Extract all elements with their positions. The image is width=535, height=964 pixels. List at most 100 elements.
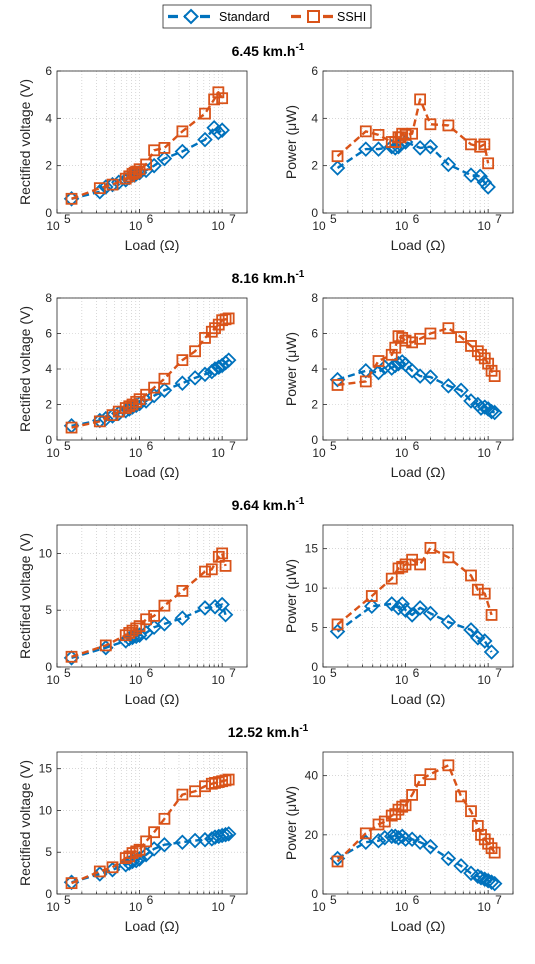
data-point-standard [387,828,404,845]
y-tick-label: 0 [45,660,52,674]
x-tick-label: 10 [312,673,326,687]
data-point-sshi [331,855,344,868]
x-tick-label: 10 [211,219,225,233]
data-point-sshi [212,86,225,99]
data-point-sshi [389,341,402,354]
data-point-sshi [209,322,221,335]
chart-title: 12.52 km.h-1 [228,723,309,740]
data-point-sshi [424,768,437,781]
data-point-sshi [442,759,455,772]
data-point-sshi [465,805,477,818]
data-point-standard [440,850,457,867]
x-tick-label: 10 [395,446,409,460]
data-point-sshi [488,370,501,383]
data-point-standard [480,179,496,195]
data-point-sshi [359,827,372,840]
data-point-standard [364,598,380,615]
chart-title-superscript: -1 [295,496,304,507]
y-tick-label: 4 [311,362,318,376]
data-point-standard [156,382,173,399]
data-point-standard [329,160,346,176]
data-point-standard [486,404,503,421]
x-tick-exponent: 7 [229,439,236,453]
data-point-sshi [485,609,498,621]
x-tick-label: 10 [129,673,143,687]
data-point-sshi [359,125,372,138]
series-line-standard [336,835,496,885]
data-point-sshi [216,547,229,560]
data-point-sshi [158,142,171,154]
x-axis-label: Load (Ω) [391,237,446,253]
data-point-sshi [140,613,153,626]
chart-title-superscript: -1 [295,269,304,280]
x-tick-label: 10 [477,219,491,233]
y-tick-label: 5 [45,603,52,617]
data-point-sshi [158,599,171,612]
data-point-standard [476,399,493,415]
y-tick-label: 10 [39,803,53,817]
y-tick-label: 20 [305,828,319,842]
data-point-sshi [219,559,232,572]
x-tick-label: 10 [477,673,491,687]
data-point-standard [370,141,387,157]
axes-box [56,524,248,668]
data-point-standard [476,633,493,649]
data-point-sshi [65,421,78,434]
x-tick-exponent: 5 [330,893,337,907]
data-point-sshi [106,178,119,191]
data-point-sshi [133,843,146,856]
chart-panel-3: 0 2 4 6 8 10 5 10 6 10 7 Load (Ω) Power (μW) [283,291,514,480]
x-tick-exponent: 6 [413,893,420,907]
x-tick-exponent: 6 [413,212,420,226]
x-tick-label: 10 [312,446,326,460]
y-tick-label: 6 [45,327,52,341]
data-point-standard [370,364,387,381]
data-point-standard [463,167,479,183]
data-point-standard [358,834,374,851]
data-point-sshi [222,312,235,325]
data-point-standard [174,610,191,626]
data-point-sshi [140,158,153,171]
chart-title: 6.45 km.h-1 [232,42,305,59]
data-point-standard [422,138,439,155]
chart-title-superscript: -1 [299,723,308,734]
data-point-standard [453,382,469,399]
data-point-sshi [406,788,419,801]
data-point-sshi [176,788,189,801]
data-point-standard [210,359,227,375]
data-point-standard [358,141,374,157]
data-point-sshi [424,541,437,554]
data-point-standard [124,853,141,870]
data-point-sshi [126,847,139,859]
data-point-standard [404,607,420,623]
x-tick-label: 10 [211,673,225,687]
data-point-standard [397,602,414,618]
data-point-standard [98,179,114,195]
data-point-standard [463,393,479,409]
data-point-sshi [471,583,484,596]
axes-box [56,751,248,895]
y-tick-label: 2 [311,398,318,412]
data-point-sshi [406,127,419,140]
y-tick-label: 0 [311,660,318,674]
data-point-standard [204,363,220,380]
chart-title: 8.16 km.h-1 [232,269,305,286]
y-tick-label: 15 [305,542,319,556]
data-point-sshi [205,325,218,338]
data-point-standard [220,826,237,842]
data-point-sshi [176,125,189,138]
data-point-sshi [385,348,398,361]
data-point-standard [174,834,191,850]
data-point-sshi [212,550,225,563]
y-axis-label: Power (μW) [283,559,299,633]
data-point-sshi [148,826,161,839]
x-tick-label: 10 [46,900,60,914]
data-point-sshi [399,799,412,812]
y-tick-label: 40 [305,769,319,783]
legend-label-sshi: SSHI [337,10,366,24]
data-point-sshi [424,118,437,131]
data-point-sshi [216,92,229,105]
y-tick-label: 4 [311,111,318,125]
y-tick-label: 6 [45,64,52,78]
